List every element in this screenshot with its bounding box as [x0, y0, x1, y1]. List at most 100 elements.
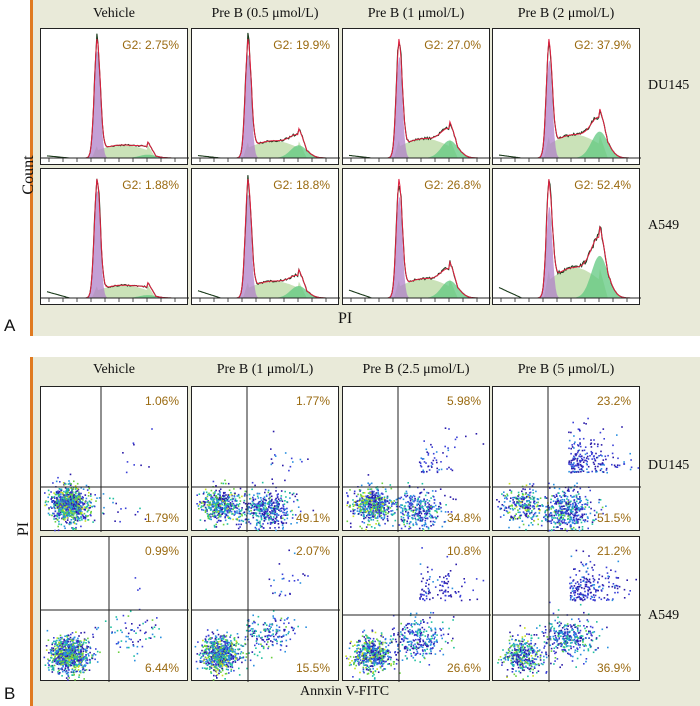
- event-dot: [387, 507, 389, 509]
- event-dot: [85, 662, 88, 664]
- event-dot: [70, 519, 73, 521]
- event-dot: [62, 498, 64, 501]
- event-dot: [412, 523, 414, 525]
- event-dot: [272, 617, 275, 619]
- event-dot: [259, 520, 261, 523]
- event-dot: [560, 516, 562, 519]
- event-dot: [256, 503, 259, 505]
- event-dot: [372, 494, 375, 497]
- event-dot: [522, 523, 525, 526]
- event-dot: [75, 516, 77, 519]
- event-dot: [258, 643, 260, 645]
- event-dot: [414, 512, 417, 514]
- event-dot: [70, 483, 72, 485]
- event-dot: [57, 529, 60, 532]
- event-dot: [274, 499, 277, 501]
- event-dot: [196, 653, 199, 655]
- event-dot: [72, 639, 75, 641]
- event-dot: [561, 501, 563, 503]
- event-dot: [93, 653, 95, 655]
- event-dot: [513, 501, 515, 503]
- event-dot: [228, 489, 231, 491]
- event-dot: [535, 515, 538, 518]
- event-dot: [616, 466, 618, 468]
- event-dot: [521, 501, 524, 503]
- event-dot: [515, 497, 517, 500]
- event-dot: [238, 516, 240, 518]
- event-dot: [446, 468, 448, 470]
- event-dot: [396, 508, 398, 511]
- event-dot: [413, 500, 415, 503]
- event-dot: [555, 509, 558, 511]
- event-dot: [59, 636, 62, 639]
- event-dot: [220, 511, 223, 513]
- event-dot: [72, 518, 75, 520]
- event-dot: [395, 498, 398, 501]
- event-dot: [254, 504, 256, 506]
- event-dot: [428, 515, 431, 518]
- event-dot: [549, 515, 552, 517]
- event-dot: [423, 488, 425, 491]
- event-dot: [209, 507, 212, 510]
- event-dot: [436, 467, 438, 470]
- event-dot: [376, 503, 379, 506]
- event-dot: [67, 644, 70, 646]
- event-dot: [516, 502, 518, 505]
- event-dot: [417, 497, 419, 500]
- event-dot: [62, 641, 64, 643]
- event-dot: [369, 505, 371, 507]
- event-dot: [560, 527, 562, 530]
- event-dot: [271, 478, 273, 480]
- event-dot: [578, 468, 581, 471]
- event-dot: [434, 490, 437, 492]
- event-dot: [74, 495, 77, 497]
- event-dot: [72, 638, 75, 641]
- event-dot: [274, 511, 277, 513]
- event-dot: [56, 643, 59, 646]
- event-dot: [265, 516, 267, 519]
- event-dot: [600, 468, 603, 470]
- event-dot: [380, 514, 382, 517]
- event-dot: [48, 507, 50, 509]
- event-dot: [76, 664, 78, 666]
- event-dot: [66, 519, 69, 521]
- event-dot: [59, 493, 62, 495]
- event-dot: [86, 510, 89, 513]
- event-dot: [444, 427, 447, 429]
- event-dot: [209, 516, 211, 518]
- event-dot: [414, 499, 416, 502]
- event-dot: [379, 496, 382, 499]
- event-dot: [55, 642, 57, 644]
- event-dot: [570, 516, 573, 519]
- event-dot: [64, 506, 66, 509]
- event-dot: [260, 499, 263, 501]
- event-dot: [230, 507, 233, 510]
- event-dot: [387, 519, 389, 522]
- event-dot: [208, 651, 211, 653]
- event-dot: [86, 489, 89, 491]
- event-dot: [208, 507, 210, 509]
- event-dot: [605, 469, 608, 471]
- event-dot: [151, 626, 153, 629]
- event-dot: [512, 499, 514, 501]
- event-dot: [366, 498, 368, 500]
- histogram-plot: G2: 27.0%: [342, 28, 491, 165]
- event-dot: [76, 665, 79, 667]
- event-dot: [208, 503, 211, 506]
- event-dot: [531, 506, 534, 508]
- event-dot: [573, 455, 575, 458]
- event-dot: [356, 510, 359, 512]
- event-dot: [94, 658, 96, 661]
- event-dot: [76, 506, 79, 508]
- event-dot: [568, 513, 570, 516]
- event-dot: [370, 498, 373, 500]
- event-dot: [539, 497, 542, 499]
- event-dot: [425, 462, 427, 464]
- event-dot: [83, 506, 86, 508]
- event-dot: [229, 510, 232, 512]
- event-dot: [530, 522, 533, 524]
- event-dot: [59, 659, 62, 661]
- event-dot: [525, 515, 527, 518]
- event-dot: [146, 619, 149, 622]
- event-dot: [75, 510, 78, 513]
